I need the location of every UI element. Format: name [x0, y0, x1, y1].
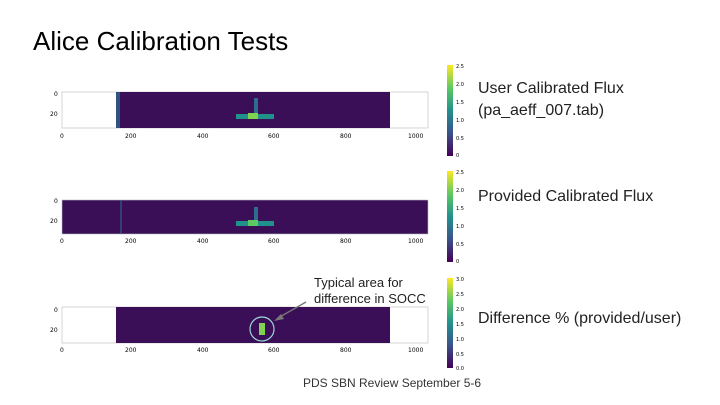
difference-image: 0 20 0 200 400 600 800 1000 3.0 2.5 2.0 … — [50, 277, 464, 372]
x-tick: 400 — [197, 238, 209, 245]
x-tick: 400 — [197, 347, 209, 354]
colorbar — [447, 65, 453, 156]
difference-panel: 0 20 0 200 400 600 800 1000 3.0 2.5 2.0 … — [40, 272, 470, 372]
x-tick: 200 — [125, 133, 137, 140]
x-tick: 200 — [125, 238, 137, 245]
x-tick: 800 — [340, 238, 352, 245]
user-flux-image: 0 20 0 200 400 600 800 1000 2.5 2.0 1.5 … — [50, 64, 464, 159]
x-tick: 800 — [340, 347, 352, 354]
x-tick: 600 — [268, 347, 280, 354]
x-tick: 0 — [60, 347, 64, 354]
colorbar-tick: 0.5 — [456, 136, 464, 142]
colorbar-tick: 1.0 — [456, 337, 464, 343]
y-tick: 0 — [54, 307, 58, 314]
y-tick: 0 — [54, 91, 58, 98]
colorbar-tick: 2.5 — [456, 170, 464, 176]
x-tick: 0 — [60, 238, 64, 245]
provided-flux-label: Provided Calibrated Flux — [478, 188, 654, 205]
slide-title: Alice Calibration Tests — [33, 26, 289, 56]
slide-footer: PDS SBN Review September 5-6 — [303, 376, 482, 390]
colorbar-tick: 0.5 — [456, 242, 464, 248]
colorbar — [447, 171, 453, 262]
y-tick: 20 — [50, 218, 58, 225]
colorbar-tick: 1.5 — [456, 322, 464, 328]
colorbar-tick: 2.0 — [456, 307, 464, 313]
colorbar-tick: 1.0 — [456, 118, 464, 124]
colorbar-tick: 0 — [456, 259, 459, 265]
colorbar-tick: 0 — [456, 153, 459, 159]
colorbar-tick: 2.5 — [456, 64, 464, 70]
x-tick: 200 — [125, 347, 137, 354]
colorbar-tick: 3.0 — [456, 277, 464, 283]
provided-flux-image: 0 20 0 200 400 600 800 1000 2.5 2.0 1.5 … — [50, 170, 464, 265]
x-tick: 400 — [197, 133, 209, 140]
user-flux-panel: 0 20 0 200 400 600 800 1000 2.5 2.0 1.5 … — [40, 62, 470, 162]
colorbar-tick: 0.0 — [456, 366, 464, 372]
user-flux-label: User Calibrated Flux (pa_aeff_007.tab) — [478, 80, 624, 119]
colorbar-tick: 2.0 — [456, 82, 464, 88]
y-tick: 0 — [54, 198, 58, 205]
highlight-circle — [249, 316, 275, 342]
colorbar-tick: 1.0 — [456, 224, 464, 230]
x-tick: 800 — [340, 133, 352, 140]
x-tick: 0 — [60, 133, 64, 140]
colorbar-tick: 2.0 — [456, 188, 464, 194]
x-tick: 600 — [268, 238, 280, 245]
y-tick: 20 — [50, 327, 58, 334]
y-tick: 20 — [50, 111, 58, 118]
colorbar-tick: 1.5 — [456, 100, 464, 106]
colorbar — [447, 278, 453, 368]
annotation-text: Typical area for difference in SOCC — [314, 275, 426, 306]
x-tick: 1000 — [408, 238, 423, 245]
x-tick: 600 — [268, 133, 280, 140]
provided-flux-panel: 0 20 0 200 400 600 800 1000 2.5 2.0 1.5 … — [40, 167, 470, 267]
colorbar-tick: 1.5 — [456, 206, 464, 212]
x-tick: 1000 — [408, 347, 423, 354]
colorbar-tick: 2.5 — [456, 292, 464, 298]
colorbar-tick: 0.5 — [456, 352, 464, 358]
x-tick: 1000 — [408, 133, 423, 140]
difference-label: Difference % (provided/user) — [478, 310, 682, 327]
